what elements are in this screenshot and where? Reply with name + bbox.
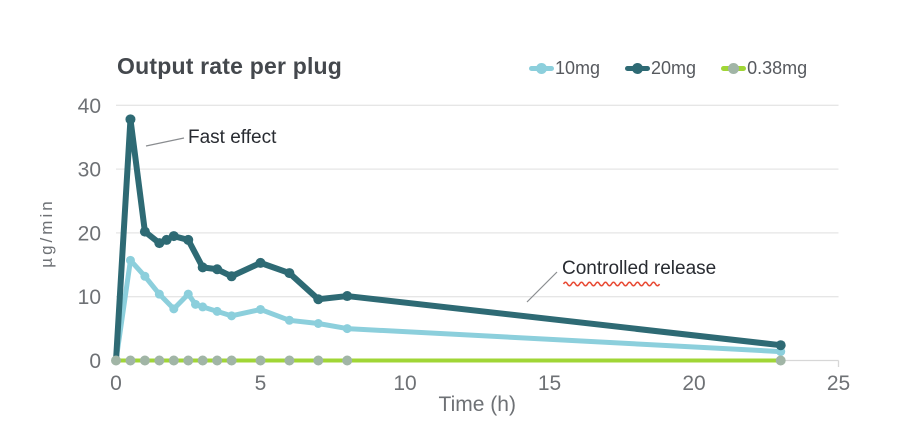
series-dot-10mg	[313, 318, 323, 328]
x-tick-label: 10	[393, 372, 416, 395]
red-squiggle-underline	[562, 281, 661, 287]
series-dot-0.38mg	[775, 355, 786, 366]
y-axis-title: µg/min	[37, 198, 56, 267]
series-dot-0.38mg	[139, 355, 150, 366]
series-dot-0.38mg	[313, 355, 324, 366]
series-dot-20mg	[775, 340, 786, 351]
series-dot-20mg	[342, 291, 353, 302]
legend-marker-20mg-icon	[625, 62, 651, 74]
series-dot-10mg	[198, 302, 208, 312]
series-dot-10mg	[227, 311, 237, 321]
series-dot-20mg	[313, 294, 324, 305]
series-line-20mg	[113, 116, 784, 364]
y-tick-label: 20	[78, 222, 101, 245]
legend: 10mg 20mg 0.38mg	[529, 57, 807, 79]
legend-item-20mg[interactable]: 20mg	[625, 57, 696, 79]
series-dot-10mg	[284, 315, 294, 325]
leader-line-fast-effect	[145, 137, 185, 147]
y-tick-label: 30	[78, 159, 101, 182]
y-tick-label: 10	[78, 286, 101, 309]
legend-marker-0-38mg-icon	[721, 62, 747, 74]
series-dot-10mg	[140, 271, 150, 281]
series-dot-0.38mg	[284, 355, 295, 366]
series-dot-0.38mg	[183, 355, 194, 366]
legend-item-0-38mg[interactable]: 0.38mg	[721, 57, 807, 79]
series-dot-0.38mg	[226, 355, 237, 366]
y-tick-label: 40	[78, 95, 101, 118]
series-dot-10mg	[190, 299, 200, 309]
annotation-controlled-release: Controlled release	[562, 258, 717, 279]
series-dot-20mg	[197, 262, 208, 273]
series-dot-0.38mg	[255, 355, 266, 366]
leader-line-controlled-release	[526, 271, 558, 303]
series-dot-0.38mg	[111, 355, 121, 366]
x-tick-label: 20	[682, 372, 705, 395]
series-dot-0.38mg	[168, 355, 179, 366]
legend-dot-swatch	[632, 62, 644, 74]
series-dot-10mg	[125, 255, 135, 265]
annotation-fast-effect: Fast effect	[188, 127, 277, 148]
chart-title: Output rate per plug	[117, 53, 343, 79]
series-dot-0.38mg	[197, 355, 208, 366]
series-dot-10mg	[169, 304, 179, 314]
series-dot-0.38mg	[125, 355, 136, 366]
x-axis-title: Time (h)	[439, 393, 516, 416]
legend-label: 0.38mg	[747, 57, 808, 78]
series-dot-0.38mg	[212, 355, 223, 366]
series-dot-20mg	[212, 264, 223, 275]
series-dot-10mg	[154, 289, 164, 299]
series-dot-20mg	[183, 234, 194, 245]
series-dot-10mg	[342, 324, 352, 334]
legend-dot-swatch	[728, 62, 740, 74]
x-tick-label: 25	[827, 372, 850, 395]
x-tick-label: 15	[538, 372, 561, 395]
legend-dot-swatch	[536, 62, 547, 74]
legend-label: 20mg	[651, 57, 697, 78]
legend-item-10mg[interactable]: 10mg	[529, 57, 600, 79]
legend-label: 10mg	[555, 57, 601, 78]
series-dot-0.38mg	[342, 355, 353, 366]
series-dot-20mg	[168, 231, 179, 242]
x-tick-label: 5	[255, 372, 267, 395]
series-dot-20mg	[226, 271, 237, 282]
series-dot-20mg	[139, 226, 150, 237]
series-dot-20mg	[255, 257, 266, 268]
series-dot-10mg	[212, 306, 222, 316]
y-tick-label: 0	[89, 350, 101, 373]
series-dot-20mg	[284, 268, 295, 279]
x-tick-label: 0	[110, 372, 122, 395]
series-dot-20mg	[125, 114, 136, 125]
series-dot-10mg	[183, 289, 193, 299]
series-dot-10mg	[256, 304, 265, 314]
legend-marker-10mg-icon	[529, 62, 554, 74]
series-dot-0.38mg	[154, 355, 165, 366]
